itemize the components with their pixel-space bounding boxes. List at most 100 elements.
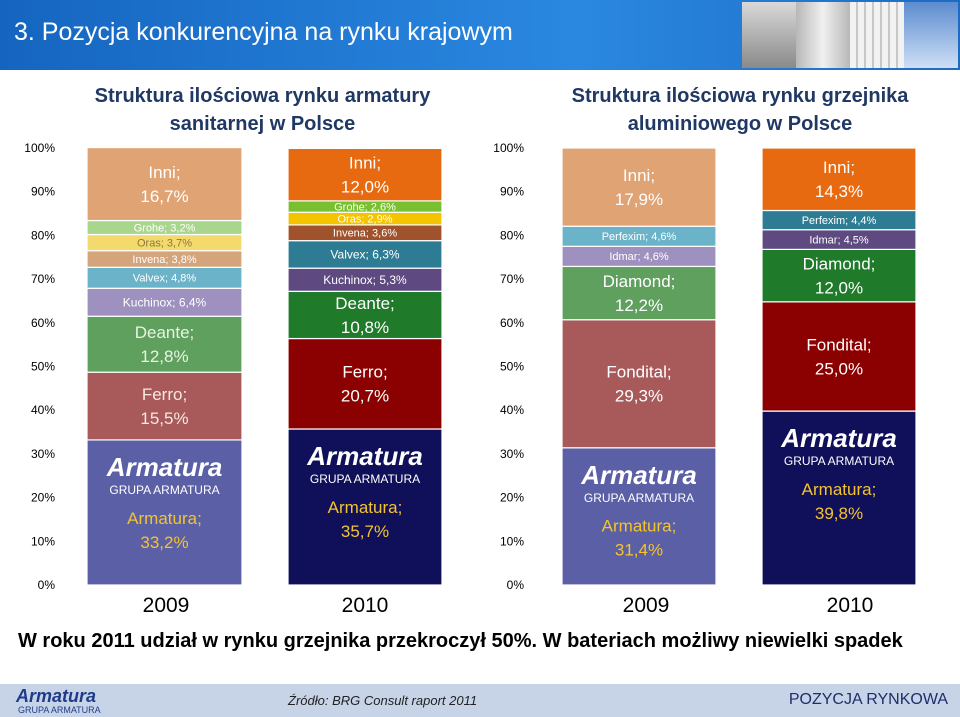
segment-label: Armatura; (328, 498, 403, 517)
footer-bar: Armatura GRUPA ARMATURA Źródło: BRG Cons… (0, 684, 960, 717)
segment-label: 14,3% (815, 182, 863, 201)
category-label: 2009 (143, 594, 190, 617)
segment-fondital (761, 301, 917, 412)
y-tick-label: 90% (31, 185, 55, 199)
armatura-logo-word: Armatura (106, 452, 223, 482)
segment-label: Valvex; 6,3% (330, 248, 399, 262)
segment-inni (561, 147, 717, 227)
header-product-photo (742, 2, 958, 68)
segment-label: 29,3% (615, 387, 663, 406)
segment-diamond (761, 248, 917, 303)
segment-label: Kuchinox; 6,4% (123, 295, 207, 309)
segment-label: Diamond; (803, 255, 876, 274)
y-tick-label: 10% (500, 534, 524, 548)
category-label: 2010 (827, 594, 874, 617)
armatura-logo-sub: GRUPA ARMATURA (584, 491, 694, 505)
armatura-logo-sub: GRUPA ARMATURA (109, 483, 219, 497)
armatura-logo-word: Armatura (306, 441, 423, 471)
y-tick-label: 100% (493, 141, 524, 155)
segment-label: Idmar; 4,5% (809, 234, 869, 246)
y-tick-label: 100% (24, 141, 55, 155)
slide-header: 3. Pozycja konkurencyjna na rynku krajow… (0, 0, 960, 70)
segment-label: Valvex; 4,8% (133, 273, 197, 285)
y-tick-label: 0% (38, 578, 56, 592)
segment-label: Perfexim; 4,6% (602, 231, 677, 243)
source-note: Źródło: BRG Consult raport 2011 (288, 693, 478, 708)
segment-label: Fondital; (806, 335, 871, 354)
segment-label: 12,0% (341, 178, 389, 197)
segment-label: Armatura; (602, 517, 677, 536)
armatura-logo-sub: GRUPA ARMATURA (784, 454, 894, 468)
segment-label: Ferro; (142, 385, 187, 404)
y-tick-label: 20% (500, 491, 524, 505)
y-tick-label: 60% (31, 316, 55, 330)
segment-label: 12,2% (615, 296, 663, 315)
y-tick-label: 40% (500, 403, 524, 417)
segment-label: 33,2% (140, 533, 188, 552)
segment-label: 17,9% (615, 190, 663, 209)
segment-label: 31,4% (615, 541, 663, 560)
segment-label: Armatura; (802, 480, 877, 499)
segment-label: Invena; 3,8% (132, 254, 196, 266)
segment-label: Deante; (135, 323, 195, 342)
segment-inni (86, 146, 243, 222)
segment-label: Invena; 3,6% (333, 228, 397, 240)
y-tick-label: 20% (31, 491, 55, 505)
chart-title-grzejnik: Struktura ilościowa rynku grzejnika alum… (571, 85, 909, 135)
segment-inni (287, 147, 443, 202)
segment-label: Inni; (623, 166, 655, 185)
y-tick-label: 90% (500, 185, 524, 199)
segment-label: Perfexim; 4,4% (802, 215, 877, 227)
segment-label: Oras; 3,7% (137, 237, 192, 249)
segment-label: 12,0% (815, 279, 863, 298)
segment-label: 12,8% (140, 347, 188, 366)
segment-label: 20,7% (341, 387, 389, 406)
y-tick-label: 30% (500, 447, 524, 461)
segment-label: 35,7% (341, 522, 389, 541)
summary-caption: W roku 2011 udział w rynku grzejnika prz… (18, 630, 903, 652)
footer-logo-sub: GRUPA ARMATURA (18, 705, 101, 715)
category-label: 2009 (623, 594, 670, 617)
charts-svg: 0% 10% 20% 30% 40% 50% 60% 70% 80% 90% 100% Armatur… (24, 141, 917, 617)
segment-label: Grohe; 2,6% (334, 201, 396, 213)
segment-label: Kuchinox; 5,3% (323, 273, 407, 287)
segment-label: Ferro; (342, 363, 387, 382)
segment-armatura (761, 410, 917, 586)
y-tick-label: 70% (31, 272, 55, 286)
segment-armatura (86, 439, 243, 586)
segment-label: Oras; 2,9% (337, 213, 392, 225)
segment-kuchinox (86, 287, 243, 317)
segment-diamond (561, 265, 717, 321)
segment-label: Idmar; 4,6% (609, 251, 669, 263)
segment-label: Inni; (349, 154, 381, 173)
segment-label: 16,7% (140, 187, 188, 206)
y-tick-label: 80% (31, 228, 55, 242)
segment-label: 15,5% (140, 409, 188, 428)
segment-label: Inni; (148, 163, 180, 182)
armatura-logo-word: Armatura (780, 423, 897, 453)
segment-label: Grohe; 3,2% (134, 222, 196, 234)
segment-armatura (561, 447, 717, 586)
y-tick-label: 70% (500, 272, 524, 286)
segment-ferro (86, 371, 243, 441)
segment-fondital (561, 319, 717, 449)
y-tick-label: 80% (500, 228, 524, 242)
y-tick-label: 60% (500, 316, 524, 330)
chart-title-armatura: Struktura ilościowa rynku armatury sanit… (94, 85, 431, 135)
y-tick-label: 50% (31, 360, 55, 374)
segment-ferro (287, 337, 443, 430)
segment-label: Armatura; (127, 509, 202, 528)
armatura-logo-word: Armatura (580, 460, 697, 490)
footer-logo-word: Armatura (16, 686, 97, 706)
y-tick-label: 0% (507, 578, 525, 592)
segment-armatura (287, 428, 443, 586)
segment-label: Inni; (823, 158, 855, 177)
chart-0: 0% 10% 20% 30% 40% 50% 60% 70% 80% 90% 100% Armatur… (24, 141, 443, 617)
y-tick-label: 10% (31, 534, 55, 548)
y-tick-label: 40% (31, 403, 55, 417)
segment-label: Fondital; (606, 363, 671, 382)
